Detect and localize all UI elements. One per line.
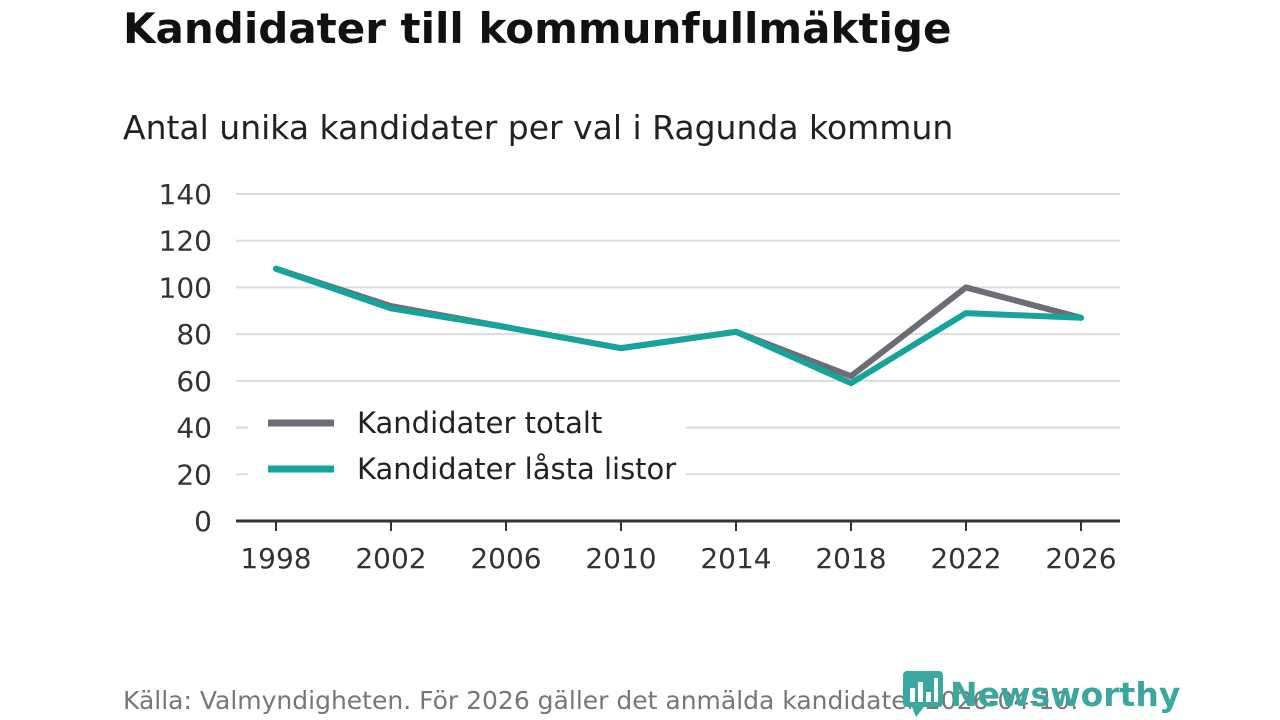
- x-tick-label: 1998: [240, 542, 311, 575]
- y-tick-label: 60: [176, 365, 212, 398]
- chart-title: Kandidater till kommunfullmäktige: [123, 4, 952, 53]
- y-tick-label: 80: [176, 318, 212, 351]
- series-line-locked: [273, 265, 1084, 387]
- x-tick-label: 2002: [355, 542, 426, 575]
- y-tick-label: 120: [159, 225, 212, 258]
- legend-label: Kandidater totalt: [357, 406, 602, 440]
- y-tick-label: 100: [159, 271, 212, 304]
- y-tick-label: 20: [176, 458, 212, 491]
- y-tick-label: 140: [159, 178, 212, 211]
- x-tick-label: 2018: [815, 542, 886, 575]
- x-tick-label: 2014: [700, 542, 771, 575]
- x-tick-label: 2026: [1045, 542, 1116, 575]
- series-line-total: [273, 265, 1084, 380]
- legend-background: [248, 398, 686, 498]
- y-tick-label: 40: [176, 412, 212, 445]
- x-tick-label: 2010: [585, 542, 656, 575]
- legend-label: Kandidater låsta listor: [357, 452, 676, 486]
- y-tick-label: 0: [194, 505, 212, 538]
- newsworthy-logo-icon: [903, 671, 943, 717]
- brand-logo: Newsworthy: [902, 670, 1180, 718]
- x-tick-label: 2006: [470, 542, 541, 575]
- chart-subtitle: Antal unika kandidater per val i Ragunda…: [123, 108, 954, 147]
- brand-name: Newsworthy: [950, 674, 1181, 714]
- x-tick-label: 2022: [930, 542, 1001, 575]
